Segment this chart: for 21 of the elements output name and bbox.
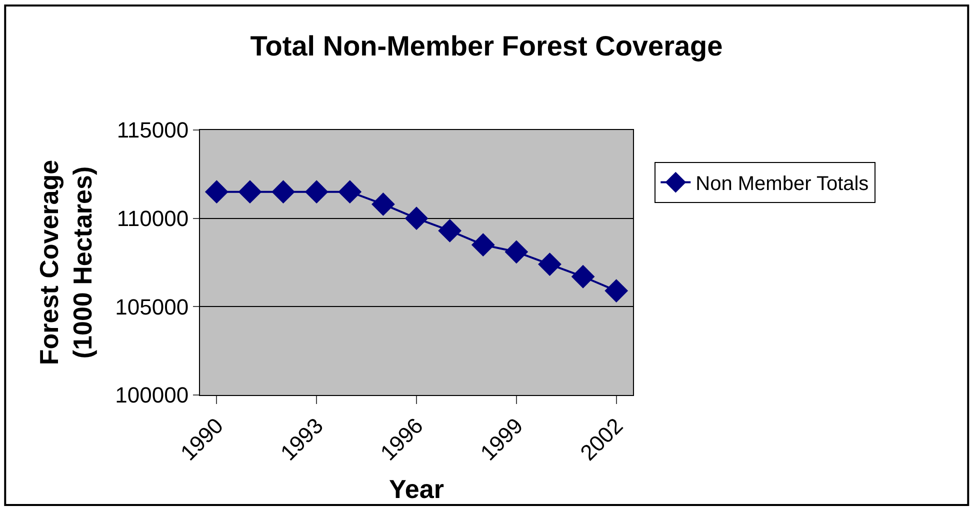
point (204, 180, 228, 204)
point (304, 180, 328, 204)
point (238, 180, 262, 204)
point (504, 240, 528, 264)
y-axis-title: Forest Coverage (1000 Hectares) (34, 160, 98, 366)
point (371, 192, 395, 216)
y-tick-label: 110000 (116, 206, 189, 232)
point (538, 252, 562, 276)
point (404, 206, 428, 230)
y-tick-label: 100000 (115, 382, 189, 408)
point (604, 279, 628, 302)
point (338, 180, 362, 204)
point (471, 233, 495, 257)
y-tick-label: 105000 (115, 294, 189, 320)
point (571, 264, 595, 288)
legend-label: Non Member Totals (696, 173, 869, 196)
x-axis-title: Year (389, 474, 444, 504)
point (438, 219, 462, 242)
point (272, 180, 295, 204)
y-tick-label: 115000 (116, 118, 189, 143)
chart-title: Total Non-Member Forest Coverage (250, 30, 723, 62)
